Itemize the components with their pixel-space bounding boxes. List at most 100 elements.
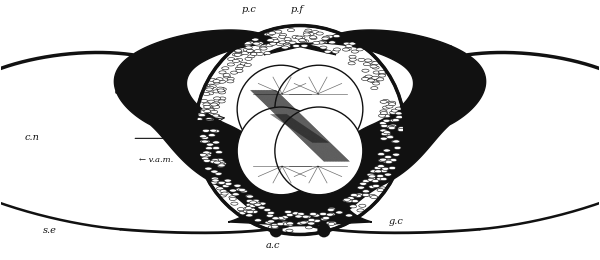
Circle shape: [334, 48, 341, 51]
Circle shape: [285, 40, 292, 43]
Circle shape: [218, 100, 225, 103]
Circle shape: [201, 155, 208, 158]
Circle shape: [256, 52, 263, 55]
Circle shape: [218, 164, 225, 167]
Circle shape: [217, 162, 224, 166]
Circle shape: [372, 66, 379, 69]
Circle shape: [234, 53, 241, 56]
Ellipse shape: [269, 223, 283, 237]
Circle shape: [322, 37, 329, 40]
Circle shape: [350, 193, 358, 197]
Circle shape: [395, 116, 403, 119]
Circle shape: [264, 209, 271, 212]
Circle shape: [386, 136, 394, 139]
Circle shape: [377, 174, 384, 178]
Circle shape: [374, 170, 382, 173]
Circle shape: [380, 137, 388, 140]
Circle shape: [246, 203, 253, 206]
Circle shape: [373, 79, 380, 82]
Circle shape: [211, 103, 218, 106]
Ellipse shape: [195, 25, 405, 235]
Circle shape: [287, 29, 295, 32]
Circle shape: [204, 110, 211, 113]
Circle shape: [216, 158, 223, 161]
Circle shape: [276, 42, 283, 46]
Circle shape: [235, 67, 242, 70]
Ellipse shape: [275, 65, 363, 153]
Ellipse shape: [237, 107, 325, 195]
Circle shape: [368, 177, 376, 180]
Circle shape: [236, 69, 243, 73]
Circle shape: [206, 92, 214, 95]
Circle shape: [323, 36, 330, 39]
Circle shape: [383, 160, 390, 163]
Circle shape: [253, 201, 260, 204]
Circle shape: [245, 207, 252, 210]
Circle shape: [302, 215, 309, 218]
Circle shape: [212, 129, 220, 133]
Circle shape: [380, 129, 387, 132]
Circle shape: [204, 154, 211, 157]
Circle shape: [255, 43, 262, 46]
Circle shape: [219, 71, 226, 74]
Circle shape: [369, 185, 376, 188]
Circle shape: [316, 32, 323, 35]
Circle shape: [368, 178, 375, 181]
Circle shape: [271, 226, 278, 229]
Circle shape: [222, 67, 229, 70]
Circle shape: [308, 222, 315, 225]
Circle shape: [380, 110, 387, 113]
Circle shape: [243, 210, 250, 213]
Circle shape: [213, 90, 220, 93]
Circle shape: [284, 45, 291, 48]
Circle shape: [382, 167, 389, 170]
Circle shape: [383, 131, 391, 134]
Circle shape: [279, 217, 286, 220]
Circle shape: [244, 63, 251, 67]
Circle shape: [351, 50, 358, 53]
Circle shape: [202, 129, 209, 132]
Circle shape: [358, 186, 364, 189]
Circle shape: [254, 219, 262, 222]
Polygon shape: [228, 30, 485, 226]
Circle shape: [381, 132, 388, 135]
Circle shape: [310, 36, 317, 39]
Circle shape: [362, 193, 369, 197]
Circle shape: [358, 58, 365, 61]
Circle shape: [332, 50, 339, 53]
Circle shape: [379, 74, 386, 77]
Text: ← v.a.m.: ← v.a.m.: [139, 156, 173, 164]
Circle shape: [379, 158, 386, 161]
Circle shape: [281, 221, 289, 224]
Circle shape: [246, 195, 253, 198]
Circle shape: [214, 161, 221, 164]
Ellipse shape: [133, 64, 150, 83]
Circle shape: [317, 41, 325, 44]
Circle shape: [211, 181, 218, 184]
Circle shape: [286, 229, 293, 232]
Circle shape: [347, 197, 355, 200]
Circle shape: [390, 119, 397, 122]
Circle shape: [207, 84, 214, 87]
Circle shape: [356, 193, 363, 196]
Circle shape: [208, 100, 215, 103]
Circle shape: [266, 214, 274, 217]
Circle shape: [212, 105, 219, 108]
Circle shape: [223, 74, 230, 77]
Circle shape: [200, 109, 208, 112]
Circle shape: [395, 112, 403, 115]
Circle shape: [231, 202, 238, 205]
Circle shape: [219, 194, 226, 197]
Circle shape: [328, 208, 335, 211]
Circle shape: [367, 173, 374, 176]
Circle shape: [236, 188, 243, 191]
Circle shape: [370, 65, 377, 68]
Circle shape: [247, 41, 254, 44]
Circle shape: [244, 207, 251, 210]
Circle shape: [229, 197, 236, 200]
Circle shape: [269, 31, 275, 35]
Circle shape: [328, 222, 335, 225]
Circle shape: [380, 100, 387, 103]
Circle shape: [374, 166, 381, 170]
Circle shape: [343, 48, 350, 51]
